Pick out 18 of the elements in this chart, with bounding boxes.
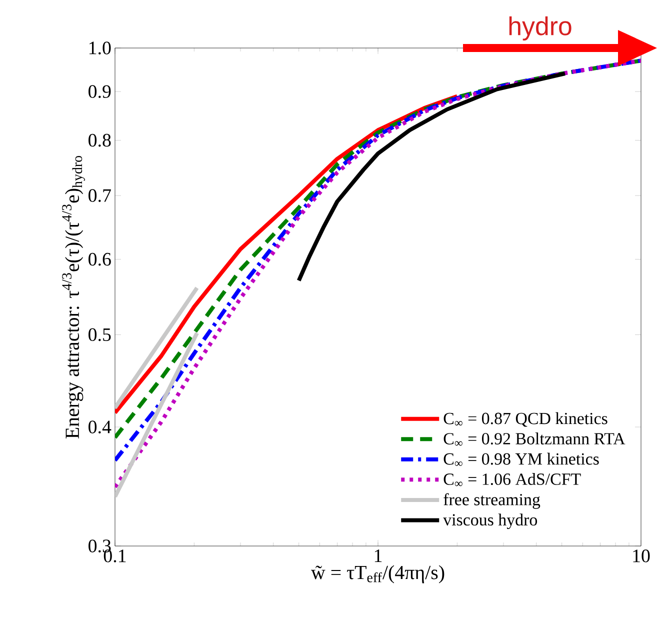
legend-label: free streaming <box>444 493 540 509</box>
x-tick-label: 1 <box>374 550 382 562</box>
legend-label: C$_{∞}$ = 0.87 QCD kinetics <box>444 412 608 427</box>
y-tick-label: 0.8 <box>88 134 111 147</box>
y-axis-title: Energy attractor: τ$^{4/3}$e(τ)/(τ$^{4/3}$e)$_{hydro}$ <box>62 156 85 439</box>
y-tick-label: 0.7 <box>88 189 111 202</box>
text: hydro <box>509 16 572 40</box>
legend-label: C$_{∞}$ = 0.92 Boltzmann RTA <box>444 432 626 446</box>
y-tick-label: 0.6 <box>88 252 111 266</box>
legend-label: viscous hydro <box>443 514 538 530</box>
y-tick-label: 0.9 <box>88 85 111 98</box>
x-axis-title: w̃ = τT$_{eff}$/(4πη/s) <box>311 565 444 584</box>
legend-label: C$_{∞}$ = 0.98 YM kinetics <box>444 452 599 466</box>
y-tick-label: 0.4 <box>88 420 112 434</box>
x-tick-label: 10 <box>633 550 650 562</box>
legend-label: C$_{∞}$ = 1.06 AdS/CFT <box>444 473 581 486</box>
y-tick-label: 1.0 <box>89 42 111 54</box>
y-tick-label: 0.5 <box>88 328 111 342</box>
